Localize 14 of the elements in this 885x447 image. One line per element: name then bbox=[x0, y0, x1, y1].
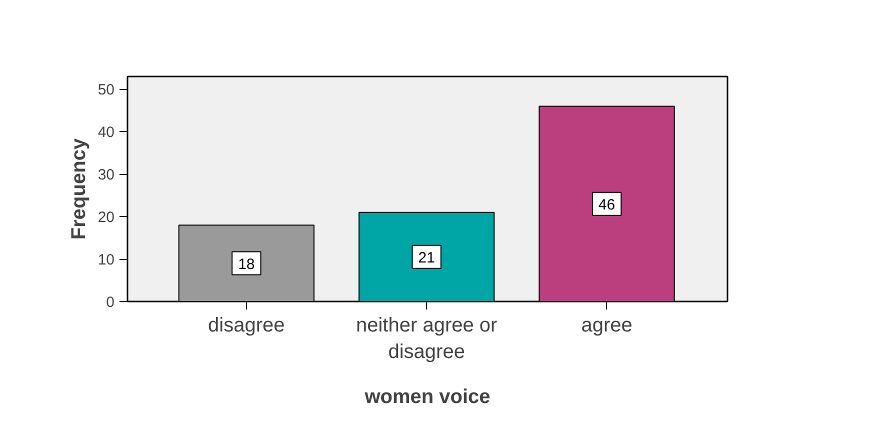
y-tick-label: 40 bbox=[98, 124, 115, 142]
x-tick-label: disagree bbox=[208, 314, 285, 336]
x-tick-label: neither agree or disagree bbox=[356, 314, 498, 363]
data-label: 18 bbox=[238, 256, 255, 273]
x-tick-label: agree bbox=[581, 314, 632, 336]
data-label: 46 bbox=[598, 196, 616, 214]
y-tick-label: 0 bbox=[106, 294, 114, 311]
y-axis-title: Frequency bbox=[68, 138, 90, 240]
data-label: 21 bbox=[418, 249, 435, 266]
y-tick-label: 20 bbox=[98, 209, 115, 226]
y-tick-label: 50 bbox=[98, 82, 115, 99]
y-tick-label: 10 bbox=[98, 252, 115, 269]
x-axis-title: women voice bbox=[364, 386, 490, 408]
y-tick-label: 30 bbox=[98, 166, 115, 184]
